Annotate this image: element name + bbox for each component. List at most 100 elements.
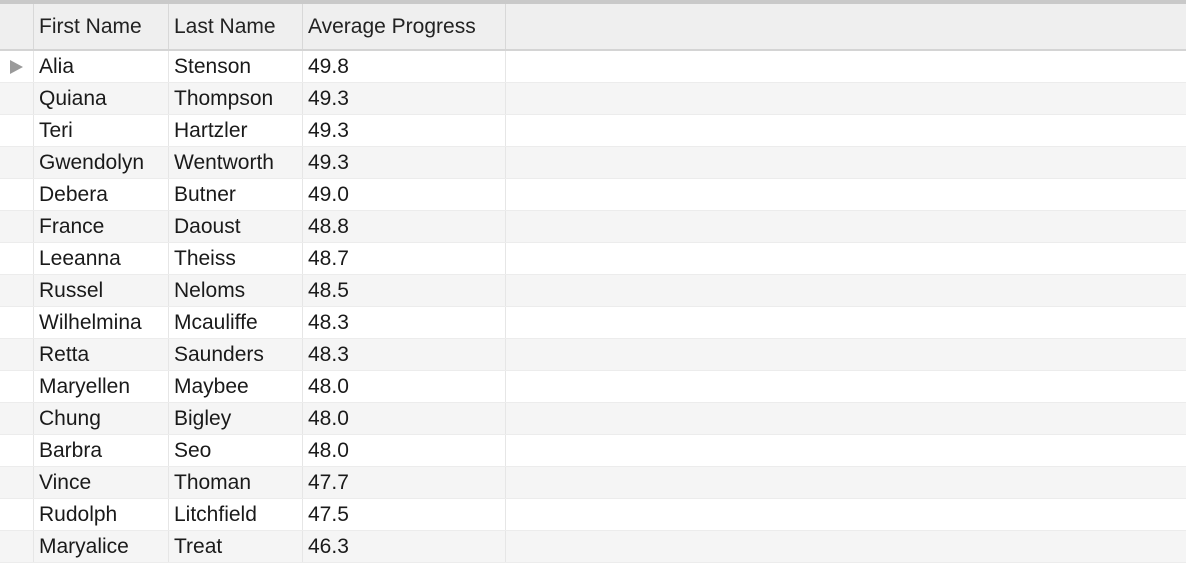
row-filler: [506, 435, 1186, 466]
cell-last-name[interactable]: Hartzler: [169, 115, 303, 146]
row-selector[interactable]: [0, 275, 34, 306]
cell-first-name[interactable]: Gwendolyn: [34, 147, 169, 178]
cell-last-name[interactable]: Mcauliffe: [169, 307, 303, 338]
cell-average-progress[interactable]: 49.0: [303, 179, 506, 210]
cell-last-name[interactable]: Butner: [169, 179, 303, 210]
cell-last-name[interactable]: Theiss: [169, 243, 303, 274]
cell-average-progress[interactable]: 48.3: [303, 307, 506, 338]
row-selector[interactable]: [0, 211, 34, 242]
cell-average-progress[interactable]: 49.3: [303, 83, 506, 114]
cell-average-progress[interactable]: 48.7: [303, 243, 506, 274]
row-selector[interactable]: [0, 499, 34, 530]
row-filler: [506, 371, 1186, 402]
cell-first-name[interactable]: Barbra: [34, 435, 169, 466]
row-selector[interactable]: [0, 435, 34, 466]
cell-first-name[interactable]: Quiana: [34, 83, 169, 114]
row-filler: [506, 531, 1186, 562]
cell-last-name[interactable]: Bigley: [169, 403, 303, 434]
row-filler: [506, 339, 1186, 370]
cell-average-progress[interactable]: 48.0: [303, 403, 506, 434]
cell-first-name[interactable]: Debera: [34, 179, 169, 210]
row-selector[interactable]: [0, 243, 34, 274]
row-selector[interactable]: [0, 147, 34, 178]
row-filler: [506, 51, 1186, 82]
cell-last-name[interactable]: Thompson: [169, 83, 303, 114]
row-selector[interactable]: [0, 467, 34, 498]
cell-first-name[interactable]: Maryellen: [34, 371, 169, 402]
table-row[interactable]: Debera Butner 49.0: [0, 179, 1186, 211]
cell-last-name[interactable]: Thoman: [169, 467, 303, 498]
row-selector[interactable]: [0, 115, 34, 146]
table-row[interactable]: Wilhelmina Mcauliffe 48.3: [0, 307, 1186, 339]
cell-first-name[interactable]: Wilhelmina: [34, 307, 169, 338]
cell-last-name[interactable]: Stenson: [169, 51, 303, 82]
table-row[interactable]: Russel Neloms 48.5: [0, 275, 1186, 307]
cell-average-progress[interactable]: 49.3: [303, 147, 506, 178]
cell-average-progress[interactable]: 48.0: [303, 435, 506, 466]
cell-first-name[interactable]: Maryalice: [34, 531, 169, 562]
cell-average-progress[interactable]: 48.8: [303, 211, 506, 242]
row-selector[interactable]: [0, 403, 34, 434]
row-filler: [506, 211, 1186, 242]
table-row[interactable]: Chung Bigley 48.0: [0, 403, 1186, 435]
table-row[interactable]: Barbra Seo 48.0: [0, 435, 1186, 467]
table-row[interactable]: France Daoust 48.8: [0, 211, 1186, 243]
grid-header: First Name Last Name Average Progress: [0, 4, 1186, 51]
row-filler: [506, 499, 1186, 530]
cell-first-name[interactable]: Leeanna: [34, 243, 169, 274]
table-row[interactable]: Alia Stenson 49.8: [0, 51, 1186, 83]
cell-last-name[interactable]: Daoust: [169, 211, 303, 242]
cell-last-name[interactable]: Saunders: [169, 339, 303, 370]
table-row[interactable]: Retta Saunders 48.3: [0, 339, 1186, 371]
grid-body: Alia Stenson 49.8 Quiana Thompson 49.3 Teri Har…: [0, 51, 1186, 563]
cell-first-name[interactable]: Chung: [34, 403, 169, 434]
cell-last-name[interactable]: Neloms: [169, 275, 303, 306]
cell-last-name[interactable]: Seo: [169, 435, 303, 466]
table-row[interactable]: Maryalice Treat 46.3: [0, 531, 1186, 563]
cell-average-progress[interactable]: 47.7: [303, 467, 506, 498]
cell-last-name[interactable]: Maybee: [169, 371, 303, 402]
row-selector[interactable]: [0, 51, 34, 82]
row-selector[interactable]: [0, 307, 34, 338]
row-filler: [506, 147, 1186, 178]
cell-average-progress[interactable]: 49.8: [303, 51, 506, 82]
cell-first-name[interactable]: France: [34, 211, 169, 242]
table-row[interactable]: Vince Thoman 47.7: [0, 467, 1186, 499]
column-header-first-name[interactable]: First Name: [34, 4, 169, 49]
row-selector[interactable]: [0, 531, 34, 562]
row-selector[interactable]: [0, 83, 34, 114]
table-row[interactable]: Rudolph Litchfield 47.5: [0, 499, 1186, 531]
grid-top-border: [0, 0, 1186, 4]
row-filler: [506, 243, 1186, 274]
column-header-last-name[interactable]: Last Name: [169, 4, 303, 49]
table-row[interactable]: Teri Hartzler 49.3: [0, 115, 1186, 147]
cell-last-name[interactable]: Wentworth: [169, 147, 303, 178]
table-row[interactable]: Gwendolyn Wentworth 49.3: [0, 147, 1186, 179]
table-row[interactable]: Maryellen Maybee 48.0: [0, 371, 1186, 403]
cell-average-progress[interactable]: 48.0: [303, 371, 506, 402]
row-selector[interactable]: [0, 179, 34, 210]
cell-first-name[interactable]: Teri: [34, 115, 169, 146]
table-row[interactable]: Quiana Thompson 49.3: [0, 83, 1186, 115]
cell-average-progress[interactable]: 46.3: [303, 531, 506, 562]
cell-last-name[interactable]: Treat: [169, 531, 303, 562]
cell-first-name[interactable]: Russel: [34, 275, 169, 306]
header-filler: [506, 4, 1186, 49]
row-filler: [506, 307, 1186, 338]
cell-first-name[interactable]: Alia: [34, 51, 169, 82]
column-header-average-progress[interactable]: Average Progress: [303, 4, 506, 49]
cell-first-name[interactable]: Vince: [34, 467, 169, 498]
row-selector[interactable]: [0, 371, 34, 402]
cell-average-progress[interactable]: 49.3: [303, 115, 506, 146]
row-selector[interactable]: [0, 339, 34, 370]
cell-first-name[interactable]: Retta: [34, 339, 169, 370]
cell-average-progress[interactable]: 48.5: [303, 275, 506, 306]
row-filler: [506, 179, 1186, 210]
cell-average-progress[interactable]: 48.3: [303, 339, 506, 370]
cell-first-name[interactable]: Rudolph: [34, 499, 169, 530]
cell-average-progress[interactable]: 47.5: [303, 499, 506, 530]
table-row[interactable]: Leeanna Theiss 48.7: [0, 243, 1186, 275]
cell-last-name[interactable]: Litchfield: [169, 499, 303, 530]
row-filler: [506, 275, 1186, 306]
